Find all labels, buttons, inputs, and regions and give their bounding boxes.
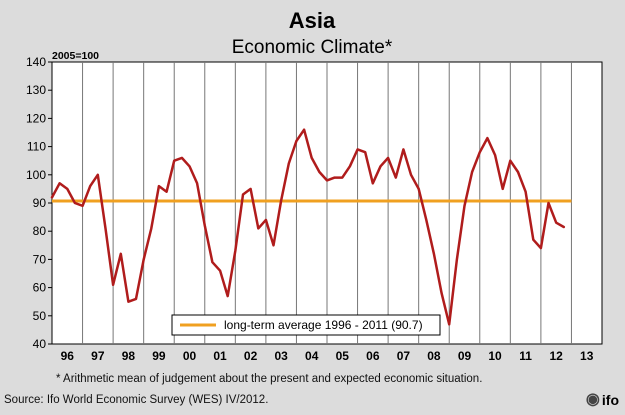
x-tick-label: 12 [549, 349, 563, 363]
x-tick-label: 05 [336, 349, 350, 363]
series-group [50, 128, 572, 326]
x-axis: 96 97 98 99 00 01 02 03 04 05 06 07 08 09 10 11 12 13 [61, 349, 594, 363]
legend-box [171, 314, 441, 336]
legend: long-term average 1996 - 2011 (90.7) [171, 314, 441, 336]
x-tick-label: 00 [183, 349, 197, 363]
x-tick-label: 06 [366, 349, 380, 363]
y-tick-label: 90 [33, 196, 47, 210]
x-tick-label: 10 [488, 349, 502, 363]
series-economic-climate-line [50, 128, 566, 326]
y-unit-label: 2005=100 [52, 50, 99, 62]
legend-label: long-term average 1996 - 2011 (90.7) [224, 318, 423, 332]
y-tick-label: 110 [27, 140, 46, 154]
x-tick-label: 08 [427, 349, 441, 363]
y-tick-label: 80 [33, 224, 47, 238]
x-tick-label: 09 [458, 349, 472, 363]
chart-subtitle: Economic Climate* [232, 37, 393, 58]
x-tick-label: 02 [244, 349, 258, 363]
x-tick-label: 96 [61, 349, 75, 363]
ifo-logo-text: ifo [601, 392, 619, 408]
y-tick-label: 60 [33, 281, 47, 295]
y-tick-label: 140 [26, 55, 46, 69]
ifo-logo: ◉ ifo [585, 391, 619, 409]
y-tick-label: 70 [33, 252, 47, 266]
ifo-logo-icon: ◉ [585, 391, 600, 408]
y-tick-label: 130 [26, 83, 46, 97]
x-tick-label: 99 [152, 349, 166, 363]
chart-source: Source: Ifo World Economic Survey (WES) … [4, 394, 269, 406]
y-tick-label: 50 [33, 309, 47, 323]
x-tick-label: 04 [305, 349, 319, 363]
chart-footnote: * Arithmetic mean of judgement about the… [56, 373, 483, 385]
x-tick-label: 03 [274, 349, 288, 363]
x-tick-label: 01 [213, 349, 227, 363]
y-tick-label: 120 [26, 111, 46, 125]
y-axis: 40 50 60 70 80 90 100 110 120 130 140 [26, 55, 52, 351]
x-tick-label: 13 [580, 349, 594, 363]
year-separators [82, 62, 572, 344]
x-tick-label: 07 [397, 349, 411, 363]
chart-title: Asia [289, 8, 336, 33]
y-tick-label: 100 [26, 168, 46, 182]
x-tick-label: 98 [122, 349, 136, 363]
x-tick-label: 97 [91, 349, 105, 363]
x-tick-label: 11 [519, 349, 532, 363]
y-tick-label: 40 [33, 337, 47, 351]
